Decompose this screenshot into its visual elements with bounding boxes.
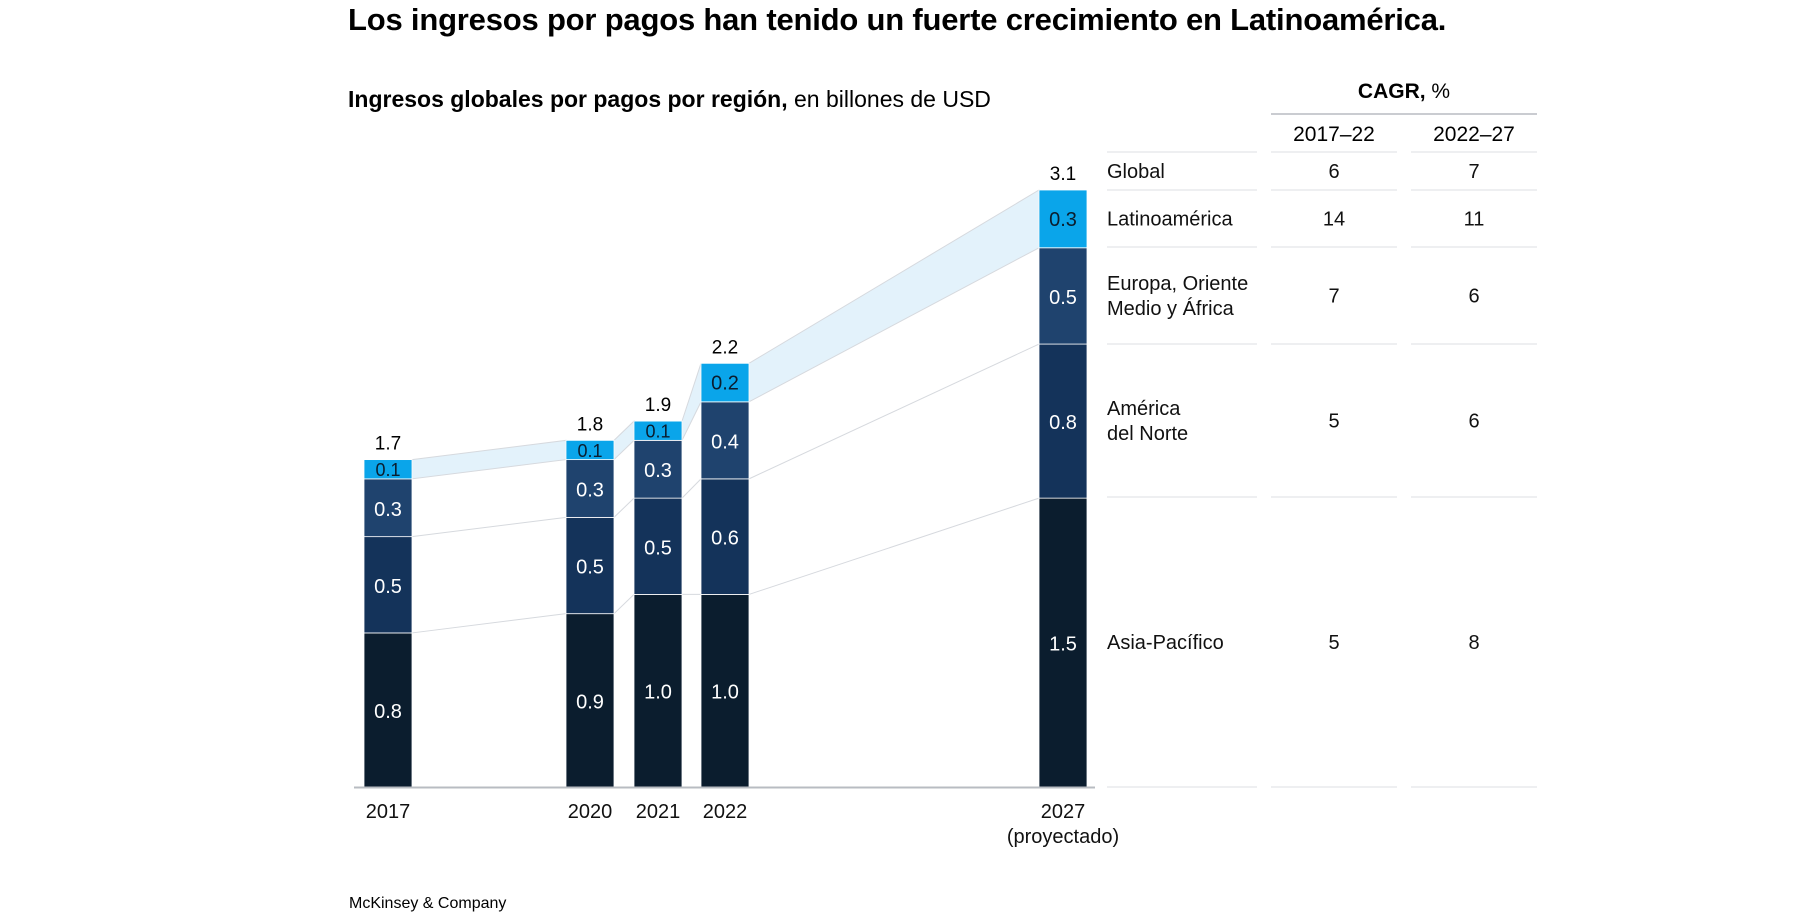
bar-segment-latinoamerica xyxy=(633,420,683,441)
cagr-column-header: 2017–22 xyxy=(1293,123,1375,146)
latam-connector-band xyxy=(748,189,1040,403)
bar-segment-america_del_norte xyxy=(633,497,683,595)
segment-value-label: 0.3 xyxy=(374,499,402,521)
bar-total-label: 1.7 xyxy=(375,434,401,455)
bar-segment-latinoamerica xyxy=(565,439,615,461)
cagr-value: 6 xyxy=(1328,161,1339,183)
bar-segment-latinoamerica xyxy=(363,459,413,480)
cagr-header-bold: CAGR, xyxy=(1357,80,1426,103)
segment-value-label: 0.3 xyxy=(644,460,672,482)
bar-segment-america_del_norte xyxy=(565,516,615,615)
x-tick-label: 2021 xyxy=(636,801,681,823)
latam-connector-band xyxy=(681,363,702,441)
segment-value-label: 1.0 xyxy=(711,682,739,704)
segment-value-label: 0.1 xyxy=(577,441,602,461)
cagr-column-header: 2022–27 xyxy=(1433,123,1515,146)
bar-segment-latinoamerica xyxy=(1038,189,1088,249)
cagr-row-label: Europa, Oriente xyxy=(1107,273,1248,295)
bar-segment-asia_pacifico xyxy=(633,594,683,788)
bar-total-label: 1.9 xyxy=(645,395,671,416)
subtitle-units: en billones de USD xyxy=(787,86,991,112)
bar-segment-europa xyxy=(565,459,615,518)
segment-value-label: 0.9 xyxy=(576,691,604,713)
segment-value-label: 0.8 xyxy=(1049,412,1077,434)
bar-segment-latinoamerica xyxy=(700,362,750,403)
segment-value-label: 0.3 xyxy=(1049,209,1077,231)
segment-value-label: 0.3 xyxy=(576,480,604,502)
cagr-row-label: América xyxy=(1107,398,1181,420)
segment-value-label: 0.8 xyxy=(374,701,402,723)
segment-value-label: 0.1 xyxy=(645,422,670,442)
cagr-value: 7 xyxy=(1328,286,1339,308)
cagr-row-label: Medio y África xyxy=(1107,297,1235,320)
segment-value-label: 0.5 xyxy=(1049,287,1077,309)
segment-value-label: 0.5 xyxy=(576,557,604,579)
cagr-header-unit: % xyxy=(1425,80,1451,103)
segment-connector-line xyxy=(411,613,567,634)
segment-connector-line xyxy=(681,478,702,499)
bar-segment-europa xyxy=(1038,247,1088,345)
segment-connector-line xyxy=(613,594,635,615)
cagr-value: 6 xyxy=(1468,411,1479,433)
x-tick-label: 2020 xyxy=(568,801,613,823)
bar-total-label: 2.2 xyxy=(712,337,738,358)
bar-segment-asia_pacifico xyxy=(363,632,413,788)
segment-value-label: 0.4 xyxy=(711,431,739,453)
bar-segment-america_del_norte xyxy=(700,478,750,595)
bar-segment-america_del_norte xyxy=(363,536,413,634)
cagr-value: 14 xyxy=(1323,209,1345,231)
segment-connector-line xyxy=(748,343,1040,480)
bar-segment-asia_pacifico xyxy=(1038,497,1088,788)
chart-title: Los ingresos por pagos han tenido un fue… xyxy=(348,2,1447,37)
segment-value-label: 0.6 xyxy=(711,528,739,550)
x-tick-label: 2017 xyxy=(366,801,411,823)
segment-connector-line xyxy=(411,516,567,538)
segment-value-label: 0.5 xyxy=(374,576,402,598)
cagr-value: 5 xyxy=(1328,411,1339,433)
segment-value-label: 1.5 xyxy=(1049,634,1077,656)
cagr-value: 11 xyxy=(1464,209,1485,231)
subtitle-bold: Ingresos globales por pagos por región, xyxy=(348,86,788,112)
segment-value-label: 0.1 xyxy=(375,460,400,480)
segment-value-label: 1.0 xyxy=(644,682,672,704)
x-tick-label: 2027 xyxy=(1041,801,1086,823)
bar-total-label: 1.8 xyxy=(577,414,603,435)
cagr-value: 7 xyxy=(1468,161,1479,183)
latam-connector-band xyxy=(613,419,635,461)
cagr-value: 8 xyxy=(1468,632,1479,654)
bar-segment-europa xyxy=(363,478,413,538)
segment-value-label: 0.5 xyxy=(644,537,672,559)
cagr-header: CAGR, % xyxy=(1271,80,1537,104)
cagr-value: 5 xyxy=(1328,632,1339,654)
cagr-row-label: Asia-Pacífico xyxy=(1107,632,1224,654)
chart-subtitle: Ingresos globales por pagos por región, … xyxy=(348,86,991,113)
segment-value-label: 0.2 xyxy=(711,373,739,395)
segment-connector-line xyxy=(748,497,1040,595)
source-footer: McKinsey & Company xyxy=(349,895,507,912)
bar-total-label: 3.1 xyxy=(1050,164,1076,185)
cagr-row-label: Latinoamérica xyxy=(1107,209,1234,231)
x-tick-label: 2022 xyxy=(703,801,748,823)
bar-segment-america_del_norte xyxy=(1038,343,1088,499)
x-tick-sublabel: (proyectado) xyxy=(1007,826,1119,848)
latam-connector-band xyxy=(411,439,567,480)
cagr-row-label: Global xyxy=(1107,161,1165,183)
cagr-row-label: del Norte xyxy=(1107,423,1188,445)
bar-segment-asia_pacifico xyxy=(700,594,750,788)
cagr-value: 6 xyxy=(1468,286,1479,308)
segment-connector-line xyxy=(613,497,635,518)
